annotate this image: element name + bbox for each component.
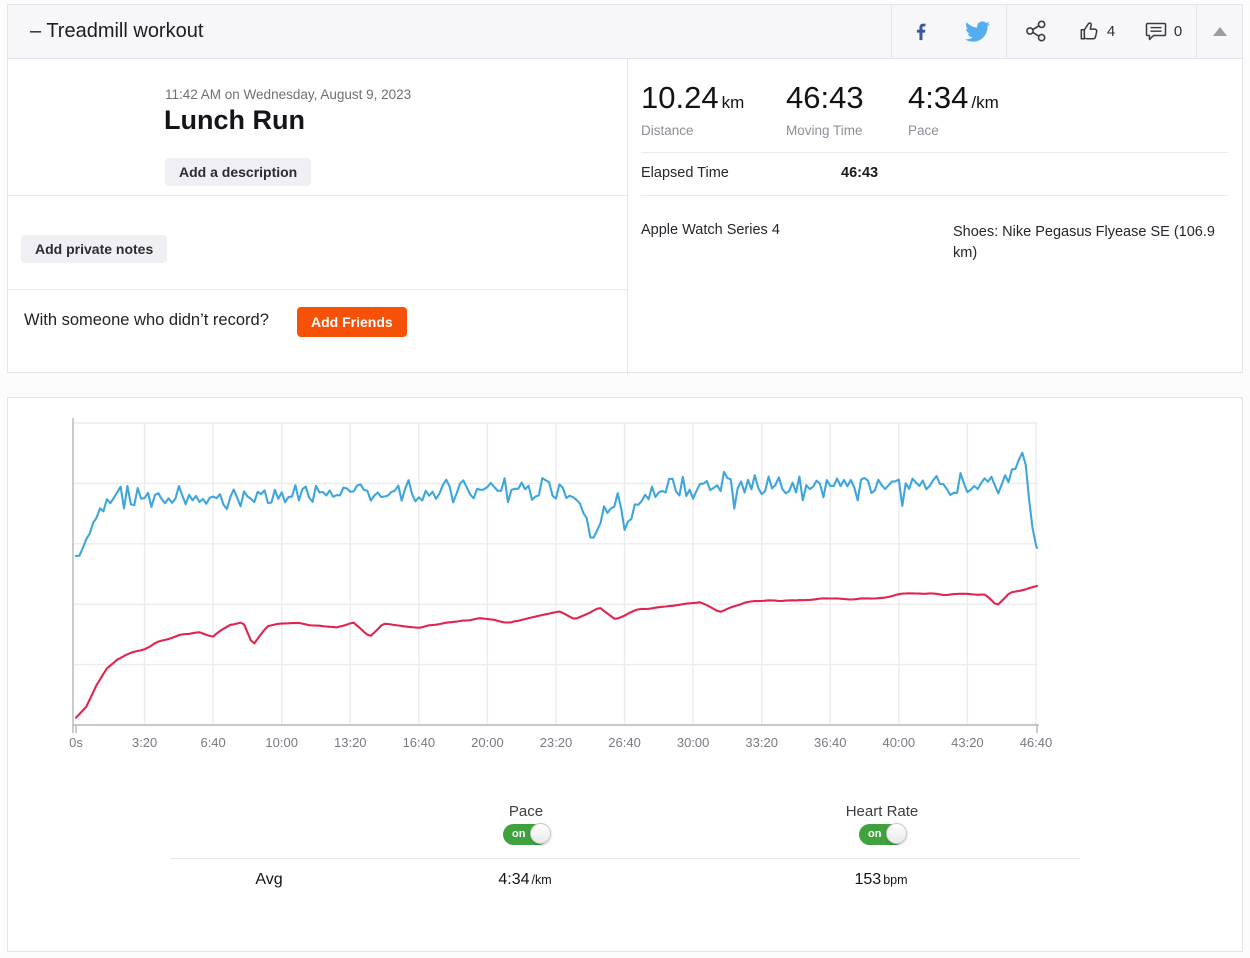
x-axis-label: 30:00: [677, 735, 710, 750]
activity-card: – Treadmill workout: [7, 4, 1243, 374]
facebook-icon: [916, 23, 925, 41]
divider: [8, 195, 627, 196]
add-private-notes-button[interactable]: Add private notes: [21, 235, 168, 263]
analysis-card: 0s 3:20 6:40 10:00 13:20 16:40 20:00 23:20 26:40…: [7, 397, 1243, 952]
toggle-on-label: on: [868, 828, 882, 840]
stat-distance: 10.24 km Distance: [641, 80, 745, 139]
pace-series-label: Pace: [508, 803, 544, 820]
toggle-knob: [530, 823, 551, 844]
stat-value: 4:34: [908, 80, 969, 115]
activity-header-bar: – Treadmill workout: [8, 5, 1242, 59]
heart-rate-series-label: Heart Rate: [845, 803, 919, 820]
elapsed-time-label: Elapsed Time: [641, 165, 729, 181]
x-axis-label: 23:20: [540, 735, 573, 750]
avg-heart-rate-value: 153 bpm: [854, 871, 907, 889]
twitter-share-button[interactable]: [949, 5, 1006, 57]
pace-toggle[interactable]: on: [503, 823, 551, 845]
divider: [170, 858, 1080, 859]
avg-pace-number: 4:34: [498, 871, 530, 888]
stat-pace: 4:34/km Pace: [908, 80, 999, 139]
add-friends-button[interactable]: Add Friends: [297, 307, 407, 337]
kudos-count: 4: [1106, 22, 1116, 40]
kudos-button[interactable]: 4: [1064, 5, 1130, 57]
toggle-knob: [886, 823, 907, 844]
comment-icon: [1145, 22, 1167, 40]
share-icon: [1025, 20, 1045, 42]
engagement-group: 4 0: [1006, 5, 1196, 58]
add-description-button[interactable]: Add a description: [165, 158, 312, 186]
collapse-group: [1196, 5, 1242, 58]
activity-details: 11:42 AM on Wednesday, August 9, 2023 Lu…: [8, 59, 1242, 374]
elapsed-time-value: 46:43: [841, 165, 879, 181]
avg-row-label: Avg: [255, 871, 283, 888]
divider: [8, 289, 627, 290]
page-title: – Treadmill workout: [30, 20, 204, 42]
x-axis-label: 40:00: [883, 735, 916, 750]
avg-pace-unit: /km: [531, 873, 552, 887]
x-axis-label: 0s: [69, 735, 83, 750]
header-actions: 4 0: [891, 5, 1242, 58]
stat-label: Distance: [641, 123, 694, 138]
x-axis-label: 20:00: [471, 735, 504, 750]
divider: [641, 195, 1228, 196]
comments-button[interactable]: 0: [1130, 5, 1196, 57]
x-axis-label: 6:40: [200, 735, 225, 750]
activity-chart[interactable]: 0s 3:20 6:40 10:00 13:20 16:40 20:00 23:20 26:40…: [8, 398, 1242, 768]
pace-line: [74, 451, 1039, 557]
divider: [641, 152, 1228, 153]
x-axis-label: 33:20: [745, 735, 778, 750]
stat-value: 46:43: [786, 80, 864, 115]
avg-pace-value: 4:34/km: [498, 871, 551, 889]
x-axis-label: 10:00: [265, 735, 298, 750]
x-axis-label: 46:40: [1020, 735, 1053, 750]
x-axis-label: 26:40: [608, 735, 641, 750]
x-axis-label: 36:40: [814, 735, 847, 750]
activity-datetime: 11:42 AM on Wednesday, August 9, 2023: [165, 87, 412, 102]
x-axis-label: 3:20: [132, 735, 157, 750]
stat-unit: km: [721, 93, 745, 112]
share-button[interactable]: [1007, 5, 1064, 57]
heart-rate-toggle[interactable]: on: [859, 823, 907, 845]
x-axis-label: 43:20: [951, 735, 984, 750]
collapse-button[interactable]: [1197, 5, 1242, 57]
activity-name: Lunch Run: [164, 105, 305, 135]
column-divider: [627, 59, 628, 374]
chevron-up-icon: [1212, 26, 1227, 36]
avg-hr-unit: bpm: [883, 873, 908, 887]
stat-value: 10.24: [641, 80, 719, 115]
social-share-group: [891, 5, 1006, 58]
heart-rate-line: [74, 584, 1039, 719]
device-name: Apple Watch Series 4: [641, 222, 780, 238]
shoes-info: Shoes: Nike Pegasus Flyease SE (106.9 km…: [953, 224, 1215, 261]
x-axis-label: 16:40: [403, 735, 436, 750]
thumbs-up-icon: [1080, 22, 1098, 40]
avg-hr-number: 153: [854, 871, 882, 888]
facebook-share-button[interactable]: [892, 5, 949, 57]
add-friends-prompt: With someone who didn’t record?: [24, 311, 269, 329]
stat-moving-time: 46:43 Moving Time: [786, 80, 867, 139]
toggle-on-label: on: [512, 828, 526, 840]
x-axis-label: 13:20: [334, 735, 367, 750]
comment-count: 0: [1173, 22, 1183, 40]
stat-label: Pace: [908, 123, 939, 138]
stat-unit: /km: [971, 93, 999, 112]
stat-label: Moving Time: [786, 123, 863, 138]
twitter-icon: [965, 20, 990, 42]
